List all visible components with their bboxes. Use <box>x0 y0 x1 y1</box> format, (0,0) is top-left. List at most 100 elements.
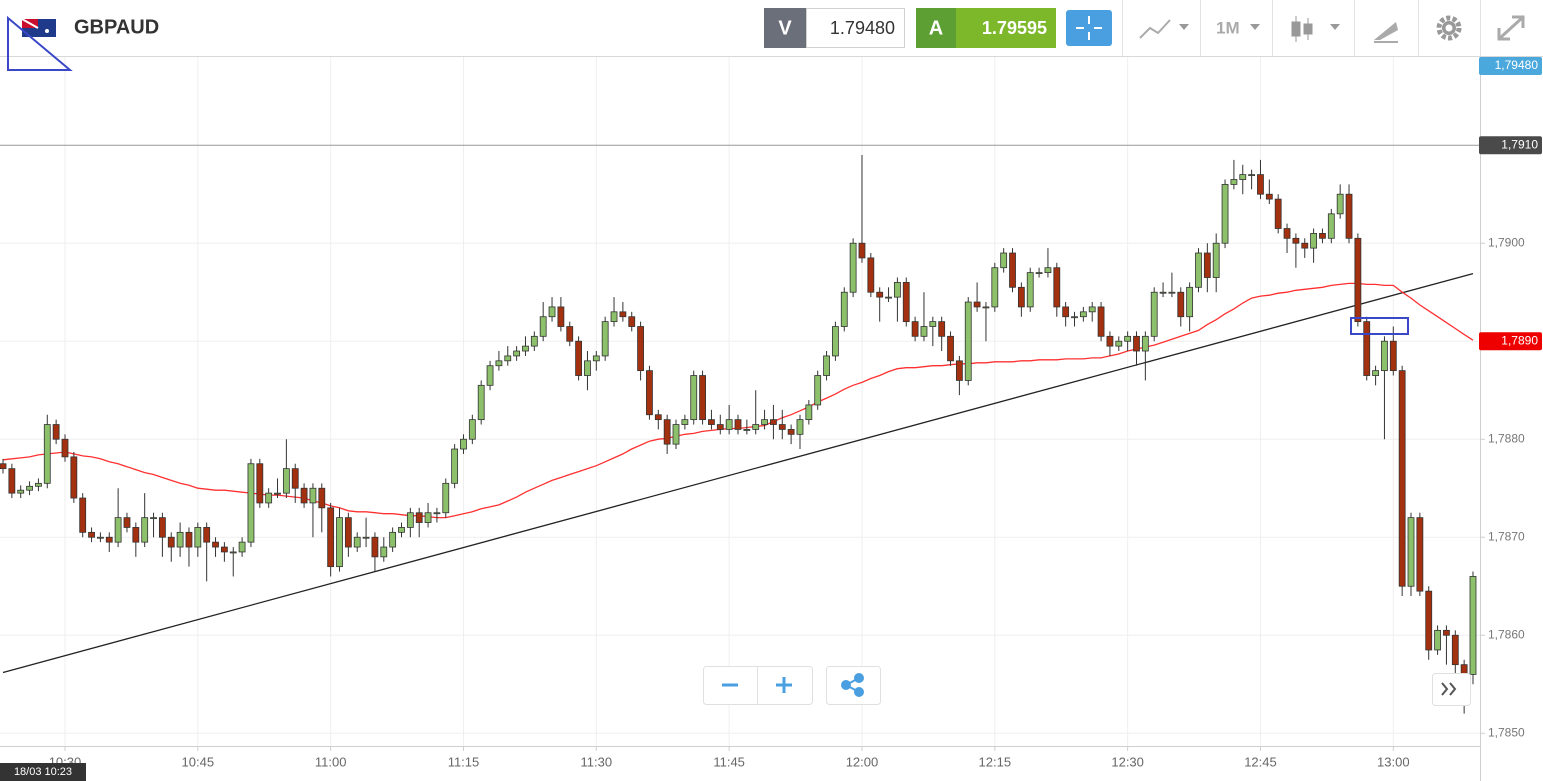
sell-price[interactable]: 1.79480 <box>830 18 895 38</box>
candle-body <box>672 424 680 445</box>
candle-body <box>442 482 450 514</box>
candle-body <box>1451 634 1459 666</box>
x-tick-label: 11:00 <box>315 754 347 769</box>
candle-body <box>468 419 476 440</box>
candle-body <box>176 531 184 548</box>
candle-body <box>991 267 999 308</box>
candle-body <box>885 296 892 299</box>
start-time-label: 18/03 10:23 <box>14 766 72 778</box>
price-tag-label: 1,79480 <box>1495 58 1539 72</box>
crosshair-button[interactable] <box>1066 10 1112 46</box>
chart-type-button[interactable] <box>1139 19 1189 39</box>
candle-body <box>646 370 653 416</box>
candle-body <box>486 365 494 386</box>
x-tick-label: 11:45 <box>713 754 745 769</box>
x-tick-label: 12:15 <box>979 754 1012 769</box>
price-tag <box>1479 332 1542 351</box>
candle-body <box>309 487 317 504</box>
buy-price-box[interactable] <box>956 8 1056 48</box>
triangle-drawing[interactable] <box>7 15 73 71</box>
candle-body <box>1195 252 1202 288</box>
candle-body <box>1319 233 1326 239</box>
candle-body <box>725 419 733 430</box>
candle-body <box>1265 193 1273 200</box>
candle-body <box>220 546 228 553</box>
scroll-end-button[interactable] <box>1432 673 1471 706</box>
price-tag <box>1479 57 1542 75</box>
symbol: GBPAUD <box>74 16 159 38</box>
candle-body <box>88 531 95 538</box>
drawing-tool-button[interactable] <box>1374 22 1398 43</box>
candle-style-button[interactable] <box>1291 16 1340 42</box>
candle-body <box>1354 237 1362 323</box>
candle-body <box>539 316 547 337</box>
candle-body <box>955 360 963 381</box>
candle-body <box>291 468 299 489</box>
candle-body <box>1398 370 1406 587</box>
x-tick-label: 10:45 <box>182 754 215 769</box>
candle-body <box>1088 306 1096 313</box>
candle-body <box>247 463 255 543</box>
timeframe-arrow <box>1250 24 1260 30</box>
candle-body <box>371 536 379 558</box>
x-tick-label: 12:30 <box>1111 754 1144 769</box>
candle-body <box>274 492 281 495</box>
buy-price[interactable]: 1.79595 <box>982 18 1047 38</box>
candle-body <box>513 350 521 357</box>
candle-body <box>832 326 839 357</box>
candle-body <box>743 429 751 431</box>
candle-body <box>1310 233 1318 249</box>
candle-body <box>938 321 946 337</box>
candle-body <box>858 242 866 259</box>
candle-body <box>1115 340 1123 347</box>
candle-body <box>17 489 25 494</box>
candle-body <box>761 419 768 425</box>
candle-body <box>362 536 370 539</box>
candle-body <box>353 536 361 548</box>
candle-body <box>433 512 441 515</box>
candle-body <box>132 527 140 543</box>
zoom-in-button[interactable] <box>776 677 792 693</box>
candle-body <box>318 487 326 509</box>
candle-body <box>814 375 822 406</box>
fullscreen-button[interactable] <box>1497 15 1525 41</box>
candle-body <box>282 468 290 494</box>
candle-body <box>0 463 7 470</box>
buy-label-box[interactable] <box>916 8 956 48</box>
candle-body <box>1000 252 1008 269</box>
candle-body <box>964 301 972 381</box>
candle-body <box>504 355 512 362</box>
candle-body <box>1212 242 1220 278</box>
y-tick-label: 1,7860 <box>1488 627 1525 641</box>
candle-body <box>1168 291 1176 294</box>
candle-body <box>787 429 795 435</box>
candle-body <box>1053 267 1061 308</box>
candle-body <box>1017 286 1025 308</box>
sell-label-box[interactable] <box>764 8 806 48</box>
sell-price-box[interactable] <box>806 8 905 48</box>
candle-body <box>300 487 308 504</box>
candle-body <box>805 404 813 421</box>
candle-body <box>876 291 884 298</box>
candle-body <box>902 282 910 323</box>
candle-body <box>734 419 742 430</box>
sell-label[interactable]: V <box>778 17 792 39</box>
candle-body <box>1443 629 1450 636</box>
settings-button[interactable] <box>1436 15 1462 41</box>
candle-body <box>203 527 211 543</box>
candle-body <box>893 282 901 298</box>
candle-body <box>1071 316 1078 319</box>
candle-body <box>1274 198 1282 229</box>
candle-body <box>601 321 609 357</box>
candle-body <box>1159 291 1167 294</box>
box-drawing[interactable] <box>1350 317 1409 335</box>
zoom-controls <box>703 666 1471 706</box>
timeframe-button[interactable]: 1M <box>1216 18 1240 37</box>
scroll-end-icon <box>1441 682 1457 696</box>
share-box[interactable] <box>826 666 881 705</box>
candle-body <box>1257 174 1264 195</box>
candle-body <box>167 536 175 548</box>
candle-body <box>398 527 405 533</box>
toolbar-separators <box>1122 0 1481 56</box>
buy-label[interactable]: A <box>929 17 943 39</box>
